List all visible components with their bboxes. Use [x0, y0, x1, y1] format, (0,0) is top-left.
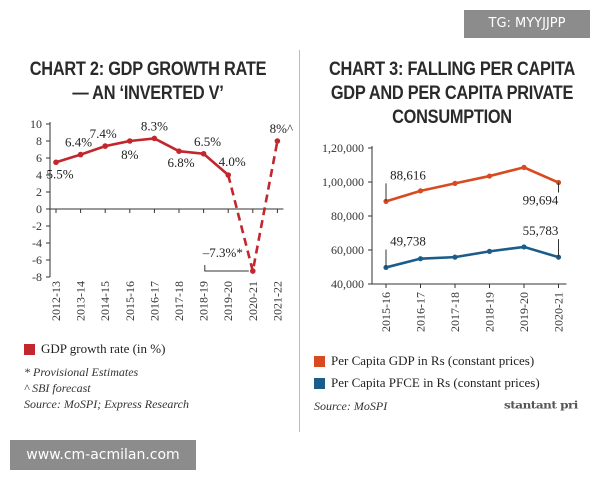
y-tick-label: 6 [36, 151, 42, 165]
chart-title-line: CONSUMPTION [392, 107, 512, 128]
gdp-growth-line-dashed [226, 140, 279, 272]
y-tick-label: 40,000 [331, 277, 364, 291]
x-tick-label: 2019-20 [517, 292, 531, 332]
y-tick-label: 1,20,000 [322, 141, 364, 155]
data-label: 8.3% [141, 118, 168, 133]
note-sbi-forecast: ^ SBI forecast [24, 381, 91, 395]
chart-title: CHART 2: GDP GROWTH RATE — AN ‘INVERTED V… [24, 58, 272, 106]
y-tick-label: 4 [36, 168, 42, 182]
chart-title-line: GDP AND PER CAPITA PRIVATE [330, 83, 574, 104]
legend-label: Per Capita PFCE in Rs (constant prices) [331, 375, 540, 390]
x-tick-label: 2014-15 [98, 281, 112, 321]
data-point [452, 254, 458, 260]
data-point [127, 138, 133, 144]
x-tick-label: 2018-19 [197, 281, 211, 321]
gdp-growth-chart-card: CHART 2: GDP GROWTH RATE — AN ‘INVERTED V… [4, 50, 293, 432]
y-tick-label: 60,000 [331, 243, 364, 257]
data-point [176, 148, 182, 154]
data-point [77, 151, 84, 158]
y-tick-label: 8 [36, 134, 42, 148]
y-tick-label: 10 [30, 117, 42, 131]
per-capita-chart: 1,20,000 1,00,000 80,000 60,000 40,000 2015-1… [322, 141, 567, 332]
x-tick-label: 2021-22 [270, 281, 284, 321]
data-point [486, 173, 493, 179]
data-point [225, 172, 231, 178]
data-point [53, 159, 59, 166]
y-tick-label: -2 [32, 219, 42, 233]
data-label: 6.4% [65, 135, 92, 150]
data-label: 8% [121, 147, 139, 162]
legend-swatch [24, 343, 35, 355]
y-tick-label: 2 [36, 185, 42, 199]
legend-per-capita-pfce: Per Capita PFCE in Rs (constant prices) [314, 375, 540, 391]
x-tick-label: 2016-17 [147, 281, 161, 321]
x-tick-label: 2015-16 [379, 292, 393, 332]
y-tick-label: 1,00,000 [322, 175, 364, 189]
x-tick-label: 2016-17 [414, 292, 428, 332]
data-point [521, 164, 527, 170]
watermark: www.cm-acmilan.com [10, 440, 196, 470]
data-label: –7.3%* [202, 245, 243, 260]
data-label: 7.4% [90, 126, 117, 141]
gdp-growth-chart: 10 8 6 4 2 0 -2 -4 -6 -8 2012-13 2013-14 2014-15 2015… [30, 117, 293, 321]
per-capita-chart-card: CHART 3: FALLING PER CAPITA GDP AND PER C… [308, 50, 596, 432]
y-tick-label: 0 [36, 202, 42, 216]
y-tick-label: 80,000 [331, 209, 364, 223]
x-tick-label: 2012-13 [49, 281, 63, 321]
data-label: 88,616 [390, 167, 426, 182]
data-point [486, 248, 493, 254]
y-tick-label: -4 [32, 236, 42, 250]
legend-per-capita-gdp: Per Capita GDP in Rs (constant prices) [314, 353, 534, 369]
data-point [274, 138, 281, 144]
x-tick-label: 2020-21 [246, 281, 260, 321]
data-label: 49,738 [390, 233, 426, 248]
panel-divider [299, 50, 300, 432]
data-point [452, 180, 458, 186]
x-tick-label: 2013-14 [74, 281, 88, 321]
chart-title-line: CHART 3: FALLING PER CAPITA [328, 59, 576, 80]
data-point [151, 135, 158, 142]
x-tick-label: 2018-19 [483, 292, 497, 332]
data-label: 6.8% [167, 155, 194, 170]
chart-title-line: — AN ‘INVERTED V’ [72, 83, 224, 104]
legend-label: Per Capita GDP in Rs (constant prices) [331, 353, 535, 368]
data-point [417, 256, 424, 262]
data-point [417, 188, 424, 194]
data-label: 8%^ [270, 121, 293, 136]
gdp-growth-line-solid [55, 137, 230, 176]
note-provisional: * Provisional Estimates [24, 365, 139, 379]
source-note: Source: MoSPI [314, 399, 388, 413]
callout-bracket [204, 265, 249, 272]
data-point [200, 150, 207, 157]
x-tick-label: 2019-20 [221, 281, 235, 321]
per-capita-pfce-line [385, 245, 559, 269]
x-tick-label: 2017-18 [172, 281, 186, 321]
badge: TG: MYYJJPP [464, 10, 590, 38]
x-tick-label: 2015-16 [123, 281, 137, 321]
legend-swatch [314, 355, 325, 367]
data-point [250, 268, 256, 274]
y-tick-label: -8 [32, 270, 42, 284]
data-label: 99,694 [523, 193, 559, 208]
data-label: 6.5% [194, 134, 221, 149]
legend-gdp-growth: GDP growth rate (in %) [24, 341, 165, 357]
data-label: 5.5% [46, 166, 73, 181]
data-label: 55,783 [523, 223, 559, 238]
data-label: 4.0% [219, 154, 246, 169]
chart-title: CHART 3: FALLING PER CAPITA GDP AND PER C… [328, 58, 576, 130]
x-tick-label: 2020-21 [552, 292, 566, 332]
per-capita-gdp-line [385, 166, 560, 203]
x-tick-label: 2017-18 [448, 292, 462, 332]
legend-label: GDP growth rate (in %) [41, 341, 166, 356]
chart-title-line: CHART 2: GDP GROWTH RATE [29, 59, 267, 80]
data-point [102, 143, 108, 149]
data-point [521, 244, 527, 250]
legend-swatch [314, 377, 325, 389]
source-note: Source: MoSPI; Express Research [24, 397, 189, 411]
publisher-logo: stantant pri [504, 399, 578, 411]
y-tick-label: -6 [32, 253, 42, 267]
